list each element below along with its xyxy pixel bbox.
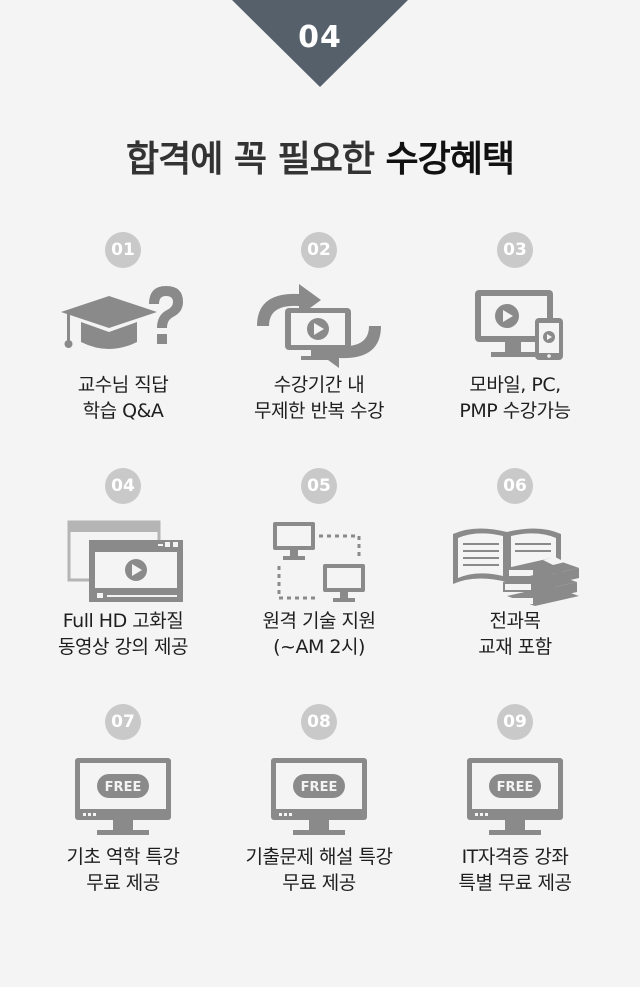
benefit-caption: Full HD 고화질 동영상 강의 제공 <box>25 608 221 660</box>
title-bold: 수강혜택 <box>385 139 514 180</box>
free-label: FREE <box>497 780 534 795</box>
caption-line: Full HD 고화질 <box>62 610 184 632</box>
repeat-video-icon <box>249 282 389 372</box>
caption-line: 기출문제 해설 특강 <box>245 846 393 868</box>
benefit-caption: 기출문제 해설 특강 무료 제공 <box>221 844 417 896</box>
title-normal: 합격에 꼭 필요한 <box>126 139 386 180</box>
free-monitor-icon: FREE <box>53 754 193 844</box>
benefit-caption: IT자격증 강좌 특별 무료 제공 <box>417 844 613 896</box>
benefit-number: 06 <box>497 468 533 504</box>
benefits-grid: 01 교수님 직답 학습 Q&A 02 <box>25 232 615 940</box>
benefit-caption: 교수님 직답 학습 Q&A <box>25 372 221 424</box>
benefit-number: 04 <box>105 468 141 504</box>
caption-line: PMP 수강가능 <box>459 400 571 422</box>
caption-line: 전과목 <box>489 610 541 632</box>
caption-line: 동영상 강의 제공 <box>58 636 188 658</box>
benefit-caption: 원격 기술 지원 (~AM 2시) <box>221 608 417 660</box>
benefit-item: 08 FREE 기출문제 해설 특강 무료 제공 <box>221 704 417 940</box>
caption-line: (~AM 2시) <box>273 636 365 658</box>
benefit-number: 03 <box>497 232 533 268</box>
benefit-caption: 수강기간 내 무제한 반복 수강 <box>221 372 417 424</box>
caption-line: 기초 역학 특강 <box>66 846 180 868</box>
caption-line: 수강기간 내 <box>273 374 365 396</box>
caption-line: 특별 무료 제공 <box>458 872 572 894</box>
graduation-cap-question-icon <box>53 282 193 372</box>
benefit-item: 07 FREE 기초 역학 특강 무료 제공 <box>25 704 221 940</box>
caption-line: 무제한 반복 수강 <box>254 400 384 422</box>
benefit-number: 01 <box>105 232 141 268</box>
remote-support-icon <box>249 518 389 608</box>
monitor-mobile-icon <box>445 282 585 372</box>
free-monitor-icon: FREE <box>249 754 389 844</box>
benefit-item: 02 수강기간 내 무제한 반복 수강 <box>221 232 417 468</box>
section-number: 04 <box>298 20 342 55</box>
benefit-item: 03 모바일, PC, PMP 수강가능 <box>417 232 613 468</box>
benefit-number: 08 <box>301 704 337 740</box>
benefit-item: 09 FREE IT자격증 강좌 특별 무료 제공 <box>417 704 613 940</box>
hd-video-windows-icon <box>53 518 193 608</box>
caption-line: 무료 제공 <box>282 872 356 894</box>
benefit-number: 02 <box>301 232 337 268</box>
benefit-item: 01 교수님 직답 학습 Q&A <box>25 232 221 468</box>
free-label: FREE <box>301 780 338 795</box>
free-label: FREE <box>105 780 142 795</box>
benefit-number: 09 <box>497 704 533 740</box>
caption-line: 교재 포함 <box>478 636 552 658</box>
benefit-item: 06 <box>417 468 613 704</box>
caption-line: IT자격증 강좌 <box>461 846 569 868</box>
caption-line: 교수님 직답 <box>77 374 169 396</box>
caption-line: 무료 제공 <box>86 872 160 894</box>
benefit-caption: 전과목 교재 포함 <box>417 608 613 660</box>
caption-line: 모바일, PC, <box>469 374 561 396</box>
benefit-number: 07 <box>105 704 141 740</box>
caption-line: 원격 기술 지원 <box>262 610 376 632</box>
benefit-number: 05 <box>301 468 337 504</box>
benefit-item: 04 Full HD 고화질 동영상 강의 제공 <box>25 468 221 704</box>
benefit-caption: 기초 역학 특강 무료 제공 <box>25 844 221 896</box>
books-icon <box>445 518 585 608</box>
caption-line: 학습 Q&A <box>82 400 164 422</box>
benefit-caption: 모바일, PC, PMP 수강가능 <box>417 372 613 424</box>
page-title: 합격에 꼭 필요한 수강혜택 <box>0 130 640 182</box>
benefit-item: 05 원격 기술 지원 (~AM <box>221 468 417 704</box>
free-monitor-icon: FREE <box>445 754 585 844</box>
